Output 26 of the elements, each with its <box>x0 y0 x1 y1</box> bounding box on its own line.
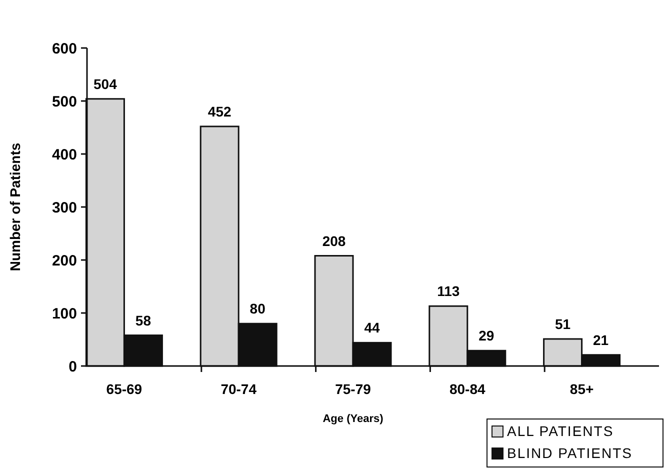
data-label: 44 <box>364 320 380 336</box>
x-tick-label: 75-79 <box>335 381 372 397</box>
y-axis-title: Number of Patients <box>7 142 23 272</box>
data-label: 58 <box>135 312 152 328</box>
data-label: 113 <box>437 283 460 300</box>
y-tick-label: 200 <box>52 252 77 270</box>
x-tick-label: 85+ <box>570 381 594 397</box>
data-label: 21 <box>593 332 609 348</box>
data-label: 504 <box>94 76 118 92</box>
y-tick-label: 400 <box>52 146 77 164</box>
x-tick-label: 65-69 <box>106 381 142 397</box>
x-axis-title: Age (Years) <box>322 413 384 425</box>
data-label: 80 <box>250 300 266 317</box>
y-tick-label: 300 <box>52 199 77 216</box>
data-label: 452 <box>208 103 232 120</box>
data-label: 51 <box>555 316 571 332</box>
legend-label: BLIND PATIENTS <box>507 445 633 461</box>
data-label: 208 <box>322 232 346 249</box>
legend-label: ALL PATIENTS <box>507 423 614 439</box>
y-tick-label: 500 <box>52 93 77 110</box>
x-tick-label: 80-84 <box>449 381 486 397</box>
data-label: 29 <box>478 328 494 344</box>
x-tick-label: 70-74 <box>220 381 257 397</box>
y-tick-label: 100 <box>52 305 77 322</box>
y-tick-label: 0 <box>68 358 77 376</box>
y-tick-label: 600 <box>52 40 77 58</box>
